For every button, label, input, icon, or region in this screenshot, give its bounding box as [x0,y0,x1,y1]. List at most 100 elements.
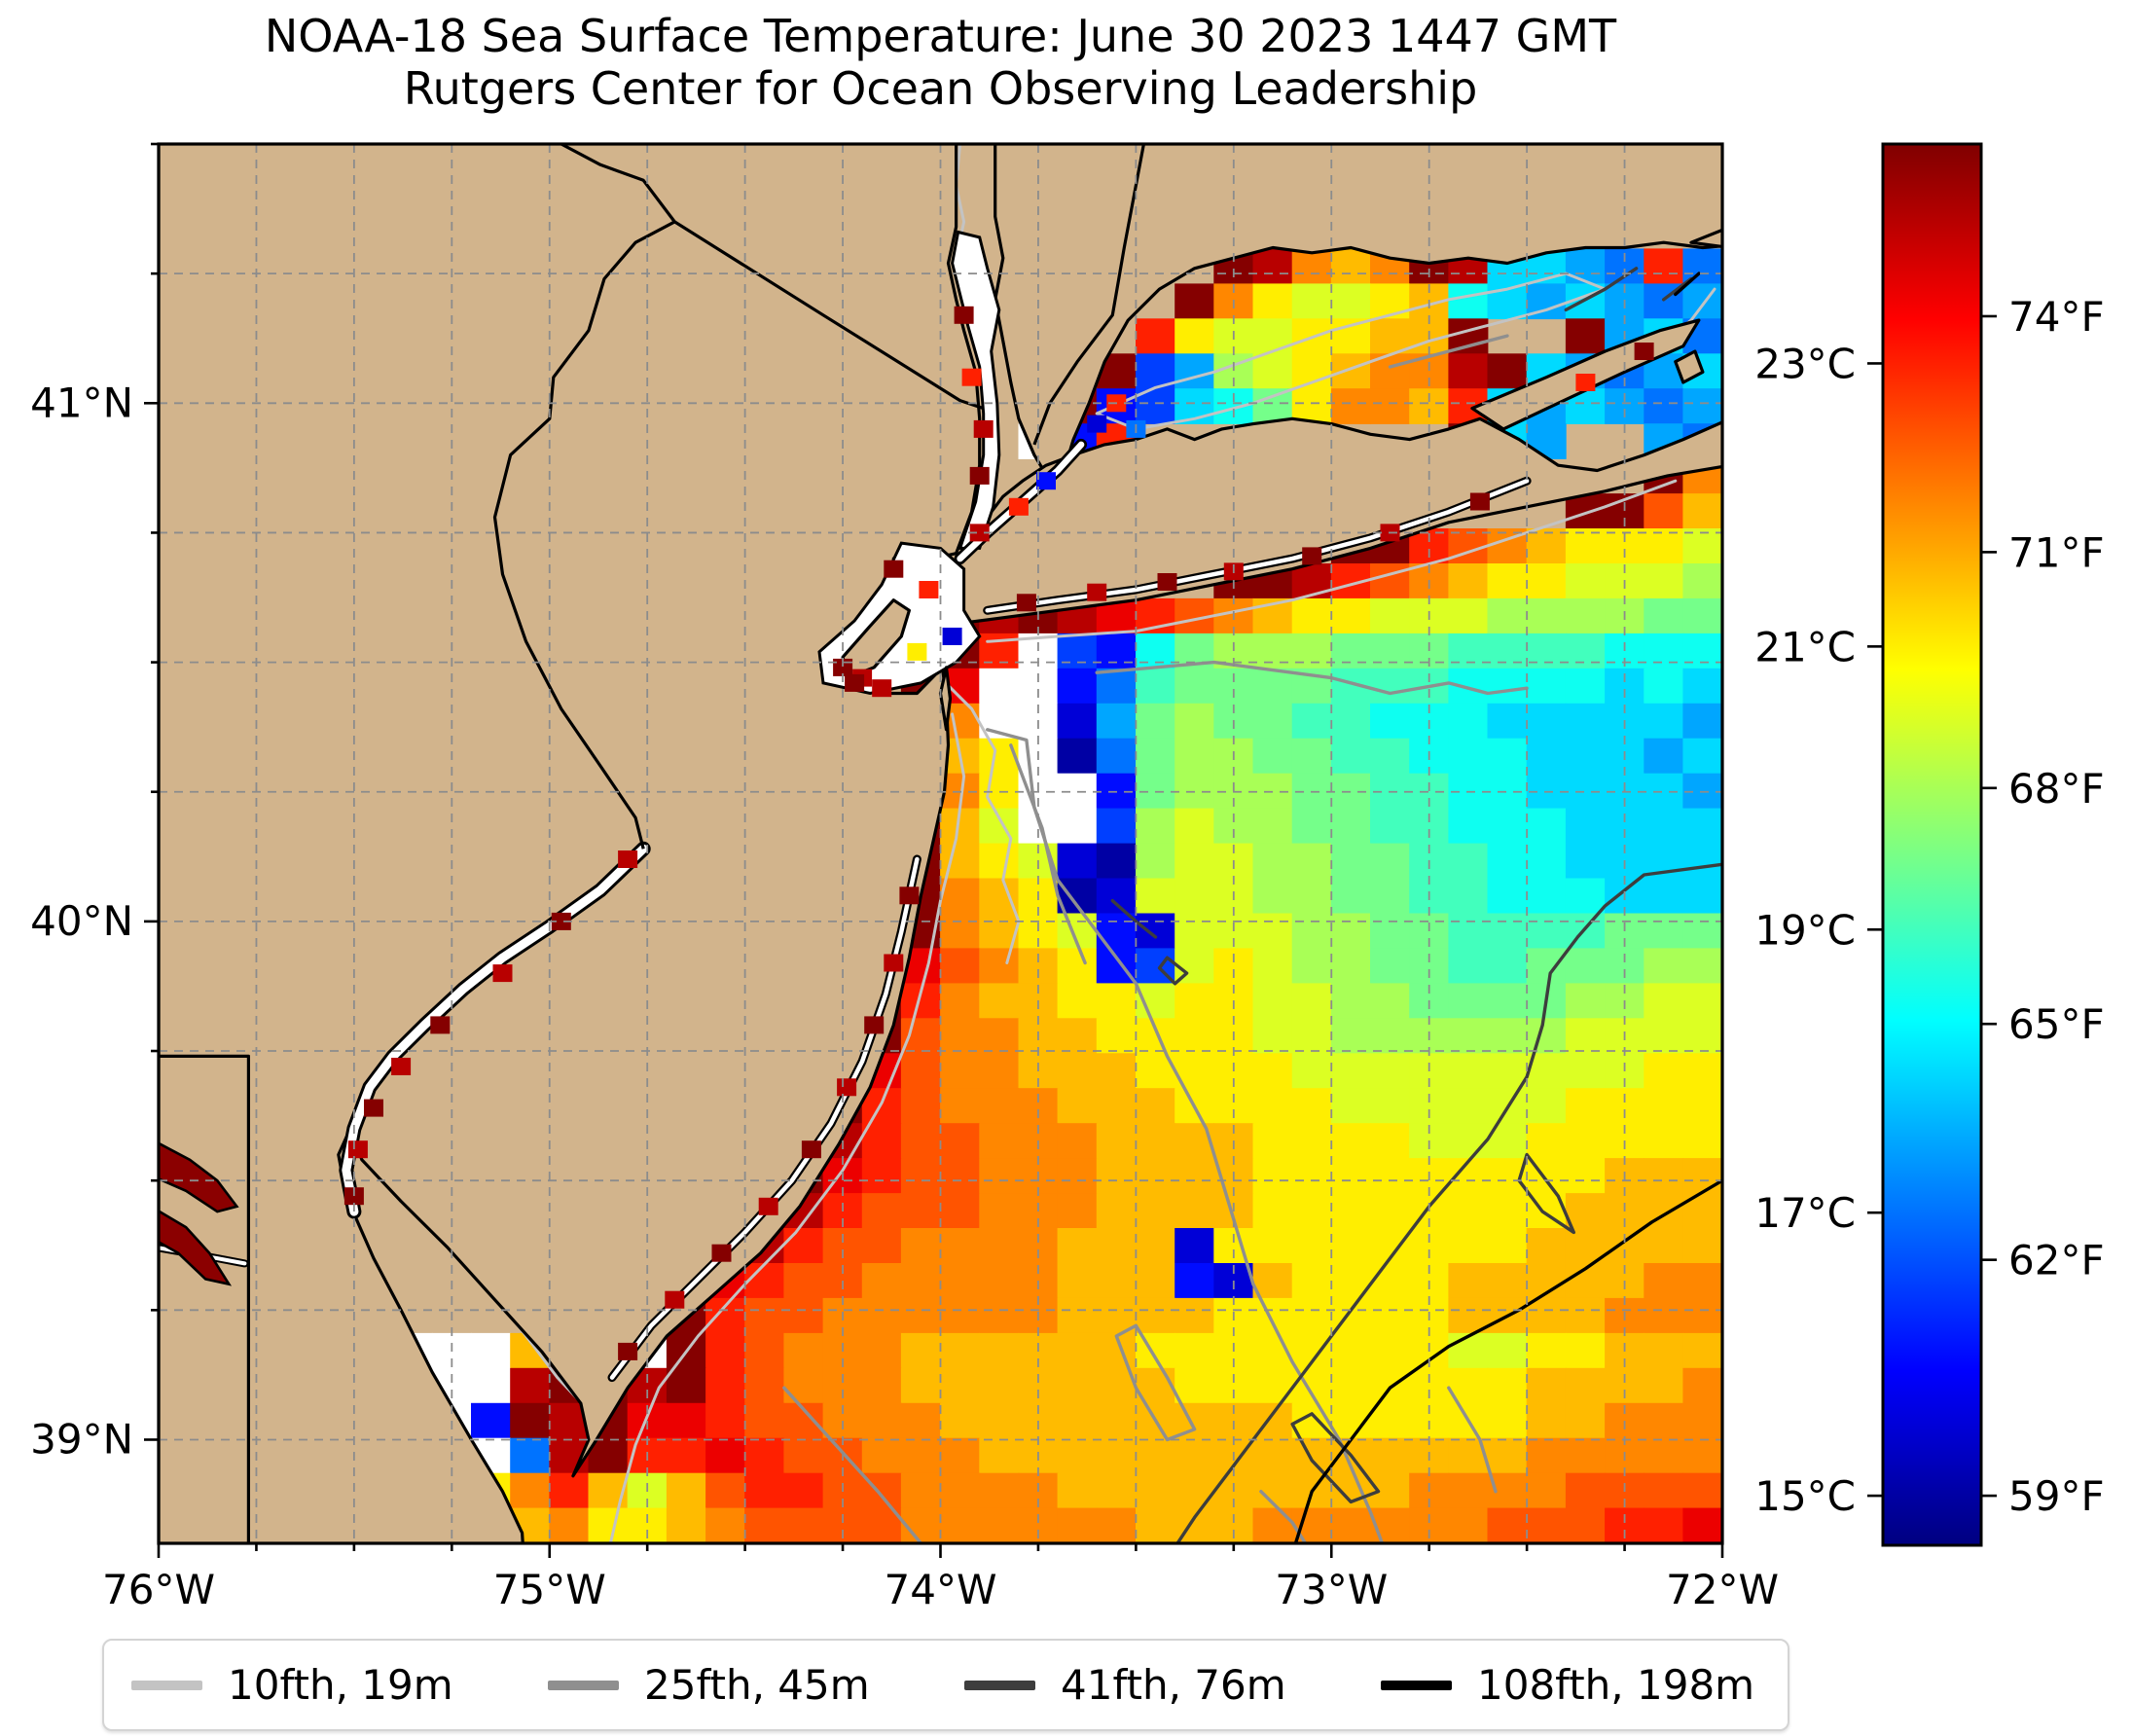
sst-cell [979,1088,1020,1124]
sst-cell [1526,1507,1567,1543]
sst-cell [940,1472,981,1509]
contour-108fth-line [1674,271,1701,297]
sst-cell [1448,1053,1489,1089]
sst-cell [1565,1053,1606,1089]
sst-cell [1213,948,1254,985]
sst-cell [1682,1332,1722,1369]
sst-speckle [364,1099,383,1117]
sst-cell [940,878,981,915]
sst-cell [1448,1228,1489,1264]
sst-cell [1174,1018,1215,1054]
sst-cell [1448,633,1489,669]
sst-cell [1682,633,1722,669]
sst-cell [1057,1088,1098,1124]
legend-line-sample-25fth [548,1680,619,1690]
sst-cell [1526,633,1567,669]
sst-cell [1487,1402,1528,1439]
sst-cell [1252,1263,1293,1299]
sst-cell [1682,1402,1722,1439]
sst-cell [1096,983,1137,1020]
sst-cell [666,1367,706,1404]
sst-cell [1330,703,1371,740]
colorbar-label-fahrenheit: 68°F [2008,765,2105,813]
sst-speckle [343,1187,364,1206]
sst-cell [1057,1018,1098,1054]
legend-label: 41fth, 76m [1061,1661,1286,1709]
sst-cell [1565,738,1606,775]
sst-cell [1252,1088,1293,1124]
sst-cell [1565,1472,1606,1509]
sst-cell [1174,703,1215,740]
sst-cell [1487,1228,1528,1264]
sst-cell [1565,1367,1606,1404]
sst-cell [1252,1053,1293,1089]
sst-cell [979,1018,1020,1054]
legend-label: 10fth, 19m [228,1661,453,1709]
sst-cell [1057,1123,1098,1159]
sst-cell [1644,1507,1684,1543]
sst-cell [979,1228,1020,1264]
colorbar-label-fahrenheit: 62°F [2008,1237,2105,1284]
x-tick-label: 74°W [885,1566,997,1613]
sst-cell [1096,738,1137,775]
sst-cell [1526,703,1567,740]
sst-cell [1330,1332,1371,1369]
sst-cell [1487,597,1528,634]
sst-cell [1330,1507,1371,1543]
sst-speckle [961,368,982,386]
colorbar-label-celsius: 15°C [1754,1472,1856,1520]
contour-10fth-line [939,676,1021,964]
sst-cell [1682,1297,1722,1334]
sst-cell [1370,318,1410,354]
sst-cell [1644,948,1684,985]
sst-cell [1370,1437,1410,1474]
sst-cell [1291,1228,1332,1264]
sst-cell [940,1367,981,1404]
contour-10fth [477,144,1716,1543]
sst-cell [1136,1472,1175,1509]
sst-cell [1644,633,1684,669]
sst-speckle [919,581,939,598]
sst-cell [1565,1018,1606,1054]
sst-cell [744,1507,785,1543]
sst-cell [1252,1123,1293,1159]
sst-speckle [347,1140,368,1159]
sst-cell [1370,597,1410,634]
sst-cell [783,1367,824,1404]
sst-cell [861,1332,902,1369]
sst-cell [666,1507,706,1543]
sst-cell [1096,1402,1137,1439]
sst-cell [1526,1088,1567,1124]
contour-108fth [1293,271,1722,1543]
sst-cell [1526,668,1567,705]
sst-cell [1096,1228,1137,1264]
sst-cell [940,1402,981,1439]
sst-cell [1252,248,1293,285]
sst-cell [1174,843,1215,880]
sst-cell [1526,528,1567,564]
sst-cell [900,1367,941,1404]
sst-cell [940,1332,981,1369]
sst-cell [1096,668,1137,705]
sst-cell [1644,983,1684,1020]
sst-cell [1057,1367,1098,1404]
sst-cell [510,1402,551,1439]
sst-cell [1330,597,1371,634]
sst-cell [1174,878,1215,915]
sst-cell [1096,913,1137,950]
sst-cell [1370,983,1410,1020]
legend-item-10fth: 10fth, 19m [131,1661,521,1709]
contour-25fth-line [1447,1386,1498,1494]
sst-cell [900,1123,941,1159]
sst-cell [1174,913,1215,950]
sst-cell [1291,1297,1332,1334]
sst-cell [1448,597,1489,634]
sst-cell [1644,808,1684,845]
sst-cell [1174,1332,1215,1369]
sst-speckle [1302,547,1322,565]
sst-cell [940,1507,981,1543]
sst-cell [510,1472,551,1509]
sst-cell [1448,1507,1489,1543]
sst-cell [1136,1088,1175,1124]
sst-cell [1526,1332,1567,1369]
